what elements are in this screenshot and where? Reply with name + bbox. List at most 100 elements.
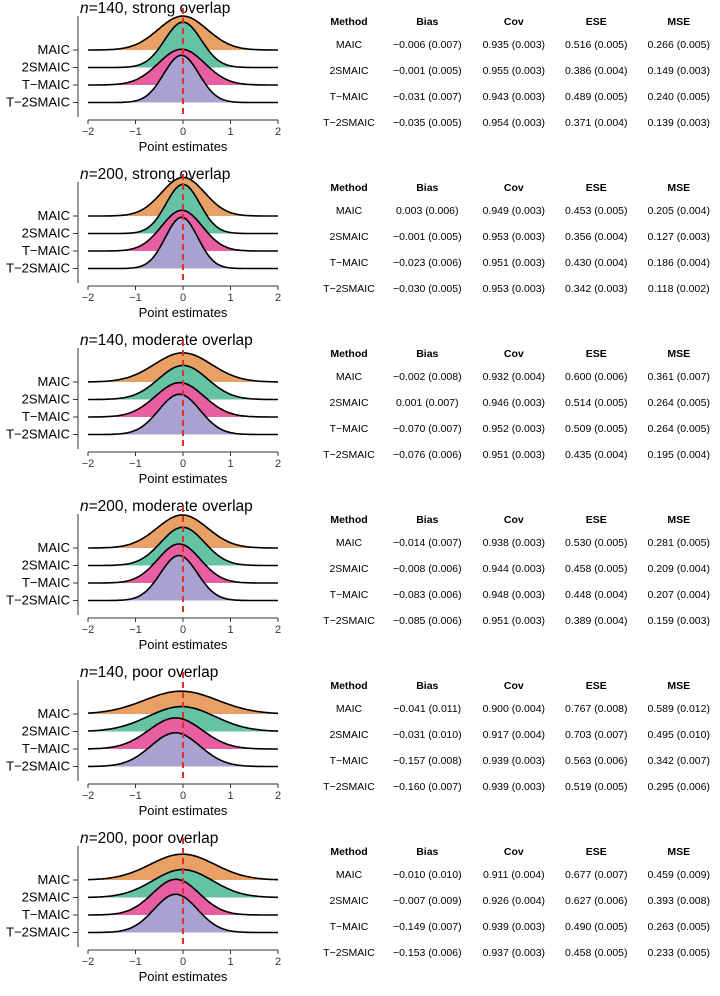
table-cell: T−2SMAIC: [316, 110, 382, 136]
x-tick-label: 1: [227, 458, 233, 470]
table-cell: 0.393 (0.008): [638, 888, 720, 914]
table-header-cell: Method: [316, 842, 382, 862]
series-label: T−2SMAIC: [6, 427, 70, 442]
table-cell: 0.917 (0.004): [473, 722, 555, 748]
table-cell: −0.001 (0.005): [382, 224, 473, 250]
series-label: T−MAIC: [22, 575, 70, 590]
table-header-cell: Cov: [473, 12, 555, 32]
table-header-cell: Cov: [473, 842, 555, 862]
table-cell: 0.356 (0.004): [555, 224, 637, 250]
x-axis-title: Point estimates: [139, 471, 228, 486]
table-cell: 0.926 (0.004): [473, 888, 555, 914]
table-cell: 0.127 (0.003): [638, 224, 720, 250]
table-header-cell: Bias: [382, 676, 473, 696]
x-tick-label: −2: [82, 292, 95, 304]
x-tick-label: 0: [180, 956, 186, 968]
x-tick-label: −1: [129, 624, 142, 636]
table-cell: 2SMAIC: [316, 888, 382, 914]
table-cell: 0.600 (0.006): [555, 364, 637, 390]
series-label: T−2SMAIC: [6, 95, 70, 110]
series-label: MAIC: [38, 872, 71, 887]
table-cell: −0.031 (0.010): [382, 722, 473, 748]
table-cell: 0.205 (0.004): [638, 198, 720, 224]
table-row: 2SMAIC−0.007 (0.009)0.926 (0.004)0.627 (…: [316, 888, 720, 914]
table-cell: 2SMAIC: [316, 556, 382, 582]
table-cell: 0.233 (0.005): [638, 940, 720, 966]
table-row: 2SMAIC−0.031 (0.010)0.917 (0.004)0.703 (…: [316, 722, 720, 748]
x-tick-label: −2: [82, 458, 95, 470]
table-cell: 0.149 (0.003): [638, 58, 720, 84]
table-cell: 0.266 (0.005): [638, 32, 720, 58]
series-label: MAIC: [38, 706, 71, 721]
table-header-cell: Bias: [382, 12, 473, 32]
table-cell: 0.946 (0.003): [473, 390, 555, 416]
table-cell: T−2SMAIC: [316, 442, 382, 468]
table-cell: 0.458 (0.005): [555, 940, 637, 966]
table-cell: 0.453 (0.005): [555, 198, 637, 224]
x-axis-title: Point estimates: [139, 139, 228, 154]
table-cell: 0.949 (0.003): [473, 198, 555, 224]
table-header-cell: ESE: [555, 344, 637, 364]
table-header-cell: Cov: [473, 178, 555, 198]
table-cell: 0.458 (0.005): [555, 556, 637, 582]
table-header-cell: ESE: [555, 510, 637, 530]
table-cell: 0.195 (0.004): [638, 442, 720, 468]
table-cell: 0.264 (0.005): [638, 390, 720, 416]
table-row: T−MAIC−0.023 (0.006)0.951 (0.003)0.430 (…: [316, 250, 720, 276]
table-cell: 0.342 (0.007): [638, 748, 720, 774]
table-cell: 0.935 (0.003): [473, 32, 555, 58]
table-header-cell: ESE: [555, 842, 637, 862]
table-cell: MAIC: [316, 530, 382, 556]
table-header-cell: MSE: [638, 676, 720, 696]
table-cell: −0.030 (0.005): [382, 276, 473, 302]
table-cell: 0.954 (0.003): [473, 110, 555, 136]
table-cell: 0.139 (0.003): [638, 110, 720, 136]
table-cell: 0.944 (0.003): [473, 556, 555, 582]
series-label: T−2SMAIC: [6, 925, 70, 940]
table-cell: 0.003 (0.006): [382, 198, 473, 224]
table-header-cell: Bias: [382, 510, 473, 530]
table-cell: −0.023 (0.006): [382, 250, 473, 276]
table-cell: MAIC: [316, 862, 382, 888]
series-label: 2SMAIC: [22, 60, 70, 75]
table-cell: 0.563 (0.006): [555, 748, 637, 774]
table-cell: 0.281 (0.005): [638, 530, 720, 556]
table-cell: 0.516 (0.005): [555, 32, 637, 58]
x-axis-title: Point estimates: [139, 305, 228, 320]
table-cell: 0.342 (0.003): [555, 276, 637, 302]
table-cell: 0.589 (0.012): [638, 696, 720, 722]
table-cell: 0.295 (0.006): [638, 774, 720, 800]
table-cell: −0.149 (0.007): [382, 914, 473, 940]
table-cell: 0.186 (0.004): [638, 250, 720, 276]
table-cell: 0.489 (0.005): [555, 84, 637, 110]
table-row: 2SMAIC−0.008 (0.006)0.944 (0.003)0.458 (…: [316, 556, 720, 582]
table-cell: T−2SMAIC: [316, 774, 382, 800]
table-cell: 2SMAIC: [316, 722, 382, 748]
series-label: T−MAIC: [22, 741, 70, 756]
table-header-cell: Method: [316, 676, 382, 696]
x-tick-label: −2: [82, 624, 95, 636]
table-cell: T−MAIC: [316, 582, 382, 608]
table-header-cell: Method: [316, 12, 382, 32]
table-cell: 0.951 (0.003): [473, 442, 555, 468]
x-tick-label: 1: [227, 956, 233, 968]
table-row: MAIC−0.002 (0.008)0.932 (0.004)0.600 (0.…: [316, 364, 720, 390]
table-cell: T−2SMAIC: [316, 276, 382, 302]
table-cell: 0.386 (0.004): [555, 58, 637, 84]
table-cell: −0.083 (0.006): [382, 582, 473, 608]
table-cell: 0.955 (0.003): [473, 58, 555, 84]
x-tick-label: −2: [82, 956, 95, 968]
x-tick-label: −1: [129, 126, 142, 138]
table-row: T−2SMAIC−0.153 (0.006)0.937 (0.003)0.458…: [316, 940, 720, 966]
table-header-cell: MSE: [638, 12, 720, 32]
